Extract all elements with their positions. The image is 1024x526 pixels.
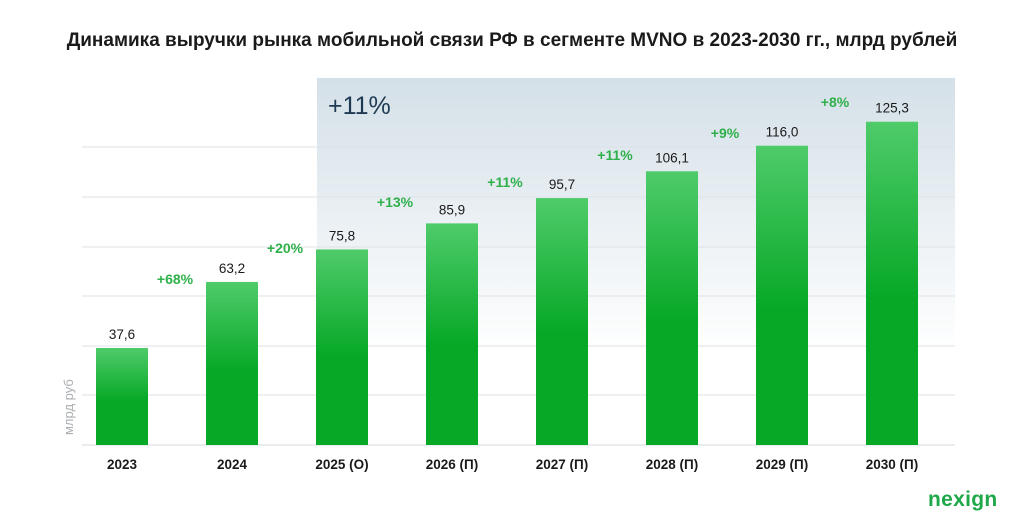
growth-label: +20% (267, 240, 304, 256)
nexign-logo: nexign (928, 488, 998, 511)
highlight-cagr-label: +11% (328, 92, 391, 120)
x-tick-label: 2028 (П) (646, 457, 698, 472)
growth-label: +13% (377, 194, 414, 210)
bar (96, 347, 148, 445)
x-tick-label: 2027 (П) (536, 457, 588, 472)
bar (206, 281, 258, 445)
growth-label: +11% (597, 147, 633, 163)
bar-value-label: 125,3 (875, 101, 909, 116)
bar-value-label: 75,8 (329, 228, 355, 243)
forecast-highlight-region (317, 78, 955, 445)
bar-value-label: 116,0 (766, 125, 799, 140)
bar (536, 198, 588, 445)
x-tick-label: 2025 (О) (315, 457, 368, 472)
bar-value-label: 95,7 (549, 177, 575, 192)
bar-value-label: 63,2 (219, 261, 245, 276)
chart-title: Динамика выручки рынка мобильной связи Р… (66, 30, 958, 51)
bar (426, 223, 478, 445)
x-tick-label: 2023 (107, 457, 138, 472)
bar-value-label: 106,1 (655, 150, 689, 165)
bar-value-label: 37,6 (109, 327, 135, 342)
x-tick-label: 2026 (П) (426, 457, 478, 472)
bar (866, 121, 918, 445)
bar (646, 171, 698, 445)
bar-value-label: 85,9 (439, 202, 465, 217)
growth-label: +8% (821, 94, 850, 110)
x-tick-label: 2030 (П) (866, 457, 918, 472)
bar (316, 249, 368, 445)
x-tick-label: 2029 (П) (756, 457, 808, 472)
growth-label: +11% (487, 174, 523, 190)
bar (756, 145, 808, 445)
x-tick-label: 2024 (217, 457, 248, 472)
growth-label: +68% (157, 271, 194, 287)
y-axis-label: млрд руб (61, 379, 76, 435)
growth-label: +9% (711, 125, 740, 141)
